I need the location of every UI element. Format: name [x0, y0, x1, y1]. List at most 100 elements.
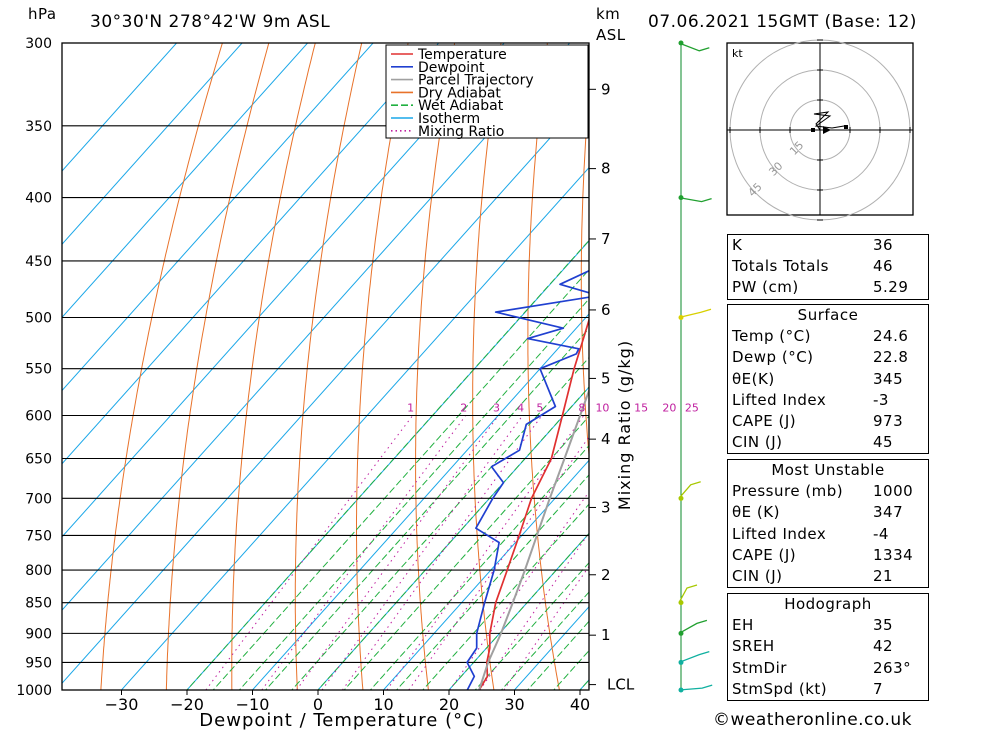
temp-tick-label: 0 — [313, 695, 323, 714]
mixing-ratio-axis-label: Mixing Ratio (g/kg) — [615, 340, 634, 510]
mu-label: θE (K) — [732, 503, 780, 522]
mixing-ratio-label: 25 — [685, 401, 699, 414]
mixing-ratio-label: 2 — [460, 401, 467, 414]
mu-label: Lifted Index — [732, 524, 827, 543]
hodo-row: StmDir 263° — [728, 658, 928, 679]
surface-label: θE(K) — [732, 369, 775, 388]
wet-adiabat-line — [317, 386, 589, 690]
temp-tick-label: 20 — [439, 695, 459, 714]
isotherm-line — [62, 43, 505, 538]
index-label: K — [732, 236, 743, 254]
legend-label: Dry Adiabat — [418, 85, 501, 101]
surface-label: Dewp (°C) — [732, 348, 814, 367]
wind-barb — [678, 42, 710, 52]
pressure-tick-label: 600 — [25, 408, 52, 424]
pressure-tick-label: 1000 — [16, 683, 52, 699]
isotherm-line — [120, 166, 589, 690]
mixing-ratio-line — [321, 415, 524, 690]
mixing-ratio-label: 5 — [536, 401, 543, 414]
surface-table: Surface Temp (°C) 24.6 Dewp (°C) 22.8 θE(K… — [727, 304, 929, 455]
x-axis-label: Dewpoint / Temperature (°C) — [199, 710, 484, 731]
wind-barb — [678, 619, 708, 634]
km-tick-label: 3 — [601, 498, 611, 516]
km-tick-label: 8 — [601, 160, 611, 178]
hodo-row: EH 35 — [728, 615, 928, 636]
legend-label: Mixing Ratio — [418, 124, 504, 140]
wet-adiabat-line — [186, 239, 589, 690]
hodo-value: 42 — [873, 637, 894, 656]
dry-adiabat-line — [165, 43, 270, 690]
hodograph-table: Hodograph EH 35 SREH 42 StmDir 263° StmSpd … — [727, 593, 929, 701]
km-tick-label: 7 — [601, 230, 611, 248]
legend-label: Parcel Trajectory — [418, 73, 534, 89]
isotherm-line — [62, 43, 440, 465]
storm-motion-arrow — [823, 126, 831, 134]
most-unstable-table: Most Unstable Pressure (mb) 1000 θE (K) 34… — [727, 459, 929, 589]
mu-label: CAPE (J) — [732, 545, 797, 564]
surface-label: CIN (J) — [732, 433, 783, 452]
mixing-ratio-line — [261, 415, 467, 690]
isotherm-line — [62, 43, 309, 319]
dry-adiabat-line — [633, 25, 697, 716]
surface-title: Surface — [728, 304, 928, 326]
index-row-pw: PW (cm) 5.29 — [728, 277, 928, 298]
hodo-label: StmSpd (kt) — [732, 679, 828, 698]
pressure-tick-label: 950 — [25, 655, 52, 671]
wet-adiabat-line — [526, 620, 589, 690]
wet-adiabat-line — [448, 532, 589, 690]
km-tick-label: 1 — [601, 626, 611, 644]
index-value: 5.29 — [873, 278, 909, 297]
hodo-value: 35 — [873, 616, 894, 635]
index-label: Totals Totals — [732, 257, 829, 276]
index-value: 36 — [873, 236, 894, 254]
km-tick-label: 2 — [601, 566, 611, 584]
mixing-ratio-line — [296, 415, 499, 690]
pressure-tick-label: 700 — [25, 491, 52, 507]
surface-label: Lifted Index — [732, 390, 827, 409]
mixing-ratio-label: 10 — [595, 401, 609, 414]
mixing-ratio-line — [408, 436, 589, 690]
surface-label: CAPE (J) — [732, 411, 797, 430]
wind-barb — [678, 584, 698, 603]
most-unstable-title: Most Unstable — [728, 459, 928, 481]
pressure-tick-label: 550 — [25, 362, 52, 378]
mixing-ratio-label: 20 — [662, 401, 676, 414]
hodo-row: StmSpd (kt) 7 — [728, 679, 928, 700]
surface-value: 24.6 — [873, 327, 909, 346]
pressure-tick-label: 500 — [25, 311, 52, 327]
dry-adiabat-line — [580, 89, 589, 461]
hodo-label: EH — [732, 616, 754, 635]
temperature-line — [478, 317, 589, 690]
pressure-tick-label: 800 — [25, 563, 52, 579]
dry-adiabat-line — [527, 43, 560, 690]
hodograph-trace — [813, 111, 845, 131]
wind-barb — [678, 481, 701, 499]
surface-value: 22.8 — [873, 348, 909, 367]
surface-row: CAPE (J) 973 — [728, 411, 928, 432]
wet-adiabat-line — [212, 268, 589, 690]
km-label: km — [596, 5, 621, 23]
mu-row: CIN (J) 21 — [728, 566, 928, 587]
mixing-ratio-line — [503, 565, 589, 690]
surface-row: Lifted Index -3 — [728, 390, 928, 411]
legend-label: Dewpoint — [418, 60, 485, 76]
surface-row: Temp (°C) 24.6 — [728, 326, 928, 347]
km-tick-label: 9 — [601, 80, 611, 98]
hodograph-title: Hodograph — [728, 593, 928, 615]
mixing-ratio-label: 8 — [578, 401, 585, 414]
isotherm-line — [382, 459, 589, 690]
mixing-ratio-label: 4 — [517, 401, 524, 414]
dry-adiabat-line — [415, 43, 456, 690]
km-tick-label: 5 — [601, 369, 611, 387]
wet-adiabat-line — [238, 298, 589, 690]
mu-row: CAPE (J) 1334 — [728, 545, 928, 566]
temp-tick-label: −10 — [236, 695, 270, 714]
credit-text[interactable]: ©weatheronline.co.uk — [713, 710, 913, 730]
wind-barb — [678, 196, 712, 203]
mu-row: Pressure (mb) 1000 — [728, 481, 928, 502]
mixing-ratio-label: 3 — [493, 401, 500, 414]
dry-adiabat-line — [294, 43, 363, 690]
pressure-tick-label: 750 — [25, 528, 52, 544]
mu-value: -4 — [873, 524, 889, 543]
temp-tick-label: −20 — [170, 695, 204, 714]
